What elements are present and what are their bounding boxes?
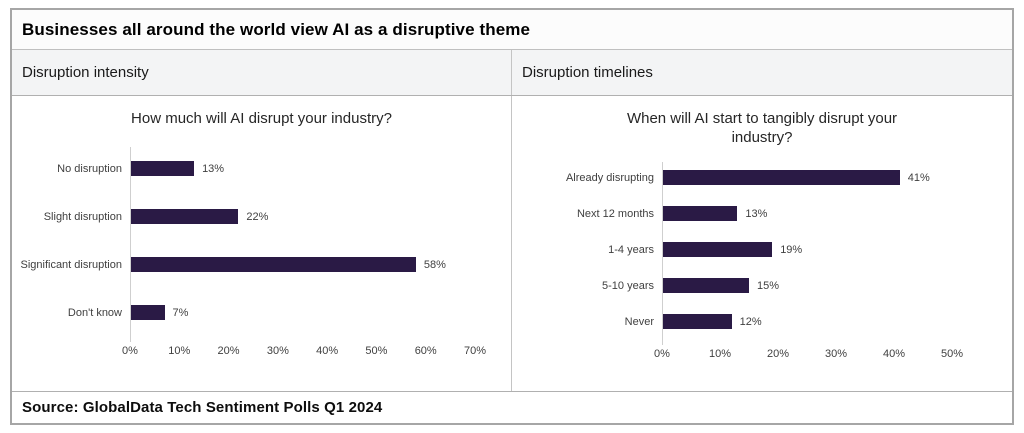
category-label: Don't know	[67, 306, 122, 319]
x-axis-tick-label: 60%	[414, 344, 437, 357]
x-axis-tick-label: 50%	[365, 344, 388, 357]
chart-disruption-timelines: When will AI start to tangibly disrupt y…	[512, 96, 1012, 391]
value-label: 41%	[907, 171, 930, 184]
bar-row: No disruption 13%	[12, 145, 511, 193]
bar-track: 7%	[130, 305, 475, 321]
bar-track: 12%	[662, 314, 952, 329]
charts-area: How much will AI disrupt your industry? …	[12, 96, 1012, 391]
value-label: 13%	[745, 207, 768, 220]
bar-row: 1-4 years 19%	[512, 232, 1012, 268]
x-axis-tick-label: 30%	[266, 344, 289, 357]
bar-row: Next 12 months 13%	[512, 196, 1012, 232]
bar-track: 22%	[130, 209, 475, 225]
bar-row: Significant disruption 58%	[12, 241, 511, 289]
bar	[130, 257, 416, 273]
x-axis-tick-label: 10%	[708, 347, 732, 360]
x-axis-ticks: 0% 10% 20% 30% 40% 50%	[654, 340, 963, 366]
panel-headers: Disruption intensity Disruption timeline…	[12, 50, 1012, 96]
bar-track: 58%	[130, 257, 475, 273]
plot-area: Already disrupting 41% Next 12 months 13% 1-…	[512, 160, 1012, 345]
x-axis-tick-label: 10%	[168, 344, 191, 357]
bar-track: 13%	[662, 206, 952, 221]
category-label: Slight disruption	[43, 210, 122, 223]
bar-row: Already disrupting 41%	[512, 160, 1012, 196]
bar	[662, 314, 732, 329]
category-label: Never	[624, 315, 654, 328]
bar-track: 15%	[662, 278, 952, 293]
x-axis-tick-label: 40%	[882, 347, 906, 360]
category-label: 5-10 years	[602, 279, 654, 292]
bar	[662, 242, 773, 257]
chart-title: When will AI start to tangibly disrupt y…	[626, 110, 898, 146]
category-axis-line	[662, 161, 663, 345]
bar-track: 13%	[130, 161, 475, 177]
category-label: Next 12 months	[576, 207, 654, 220]
bar	[662, 170, 900, 185]
footer-bar: Source: GlobalData Tech Sentiment Polls …	[12, 391, 1012, 423]
x-axis-tick-label: 40%	[316, 344, 339, 357]
value-label: 12%	[739, 315, 762, 328]
plot-area: No disruption 13% Slight disruption 22% Sign…	[12, 145, 511, 342]
x-axis-tick-label: 20%	[766, 347, 790, 360]
chart-title: How much will AI disrupt your industry?	[131, 110, 392, 127]
panel-header-disruption-intensity: Disruption intensity	[12, 50, 512, 95]
chart-disruption-intensity: How much will AI disrupt your industry? …	[12, 96, 512, 391]
panel-header-disruption-timelines: Disruption timelines	[522, 64, 653, 81]
bar	[130, 305, 165, 321]
category-label: 1-4 years	[608, 243, 654, 256]
value-label: 22%	[246, 210, 269, 223]
category-label: Already disrupting	[565, 171, 654, 184]
category-label: Significant disruption	[20, 258, 122, 271]
x-axis-tick-label: 30%	[824, 347, 848, 360]
x-axis-tick-label: 0%	[122, 344, 138, 357]
category-label: No disruption	[57, 162, 122, 175]
bar-track: 19%	[662, 242, 952, 257]
bar-row: Slight disruption 22%	[12, 193, 511, 241]
bar	[662, 278, 749, 293]
bar	[662, 206, 738, 221]
bar-row: Don't know 7%	[12, 289, 511, 337]
bar-row: 5-10 years 15%	[512, 268, 1012, 304]
bar	[130, 209, 239, 225]
report-frame: Businesses all around the world view AI …	[10, 8, 1014, 425]
x-axis-ticks: 0% 10% 20% 30% 40% 50% 60% 70%	[122, 337, 486, 363]
value-label: 7%	[172, 306, 189, 319]
x-axis-tick-label: 50%	[940, 347, 964, 360]
source-attribution: Source: GlobalData Tech Sentiment Polls …	[22, 399, 383, 416]
bar	[130, 161, 195, 177]
value-label: 58%	[423, 258, 446, 271]
bar-track: 41%	[662, 170, 952, 185]
x-axis-tick-label: 0%	[654, 347, 670, 360]
value-label: 19%	[780, 243, 803, 256]
value-label: 13%	[202, 162, 225, 175]
value-label: 15%	[757, 279, 780, 292]
page-title: Businesses all around the world view AI …	[22, 19, 531, 39]
title-bar: Businesses all around the world view AI …	[12, 10, 1012, 50]
x-axis-tick-label: 20%	[217, 344, 240, 357]
x-axis-tick-label: 70%	[463, 344, 487, 357]
bar-row: Never 12%	[512, 304, 1012, 340]
category-axis-line	[130, 146, 131, 342]
